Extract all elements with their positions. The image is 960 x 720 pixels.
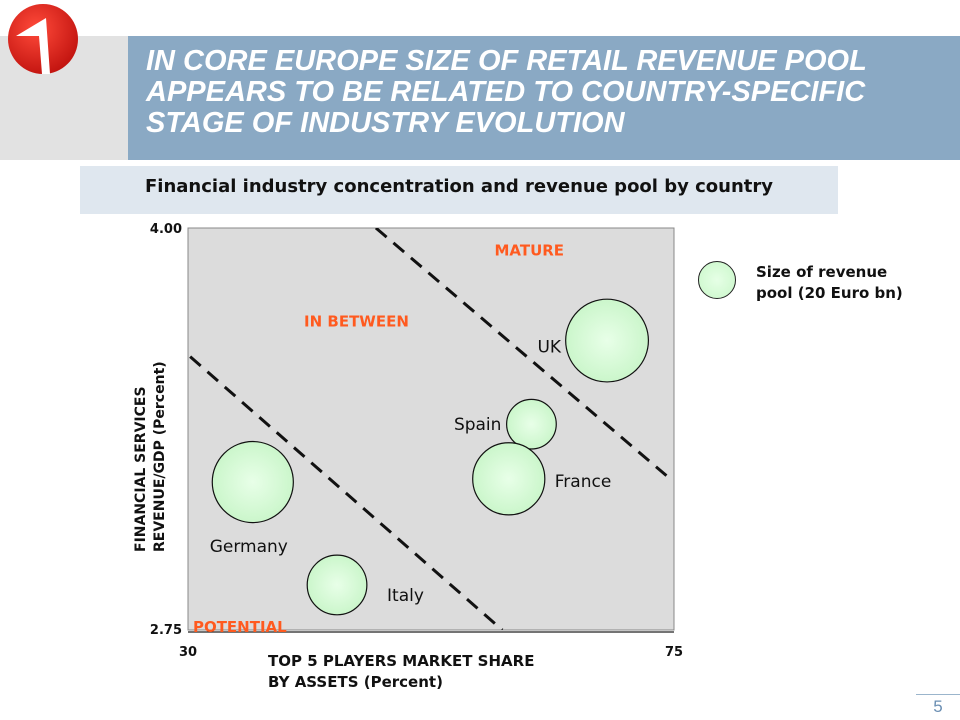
legend-line: Size of revenue xyxy=(756,263,888,281)
page-title-line: STAGE OF INDUSTRY EVOLUTION xyxy=(146,107,625,139)
page-title: IN CORE EUROPE SIZE OF RETAIL REVENUE PO… xyxy=(146,46,946,139)
region-label-mature: MATURE xyxy=(494,242,564,260)
legend-text: Size of revenue pool (20 Euro bn) xyxy=(756,262,956,304)
country-label-spain: Spain xyxy=(454,415,502,435)
page-number: 5 xyxy=(916,694,960,717)
y-tick-label: 2.75 xyxy=(150,623,182,638)
x-tick-label: 75 xyxy=(665,645,683,660)
title-band xyxy=(128,36,960,160)
y-axis-label-line: REVENUE/GDP (Percent) xyxy=(152,361,168,552)
chart-subtitle: Financial industry concentration and rev… xyxy=(145,176,773,197)
plot-area xyxy=(187,227,675,631)
logo-icon xyxy=(8,4,78,74)
x-tick-label: 30 xyxy=(179,645,197,660)
x-axis-label: TOP 5 PLAYERS MARKET SHARE BY ASSETS (Pe… xyxy=(268,651,608,693)
country-label-france: France xyxy=(555,472,612,492)
country-label-uk: UK xyxy=(537,338,561,358)
stage-boundary-line xyxy=(374,228,668,477)
country-label-italy: Italy xyxy=(387,586,424,606)
y-tick-label: 4.00 xyxy=(150,222,182,237)
stage-boundary-line xyxy=(189,355,504,630)
subtitle-band xyxy=(80,166,838,214)
bubble-germany xyxy=(211,440,294,524)
bubble-italy xyxy=(306,554,368,616)
region-label-potential: POTENTIAL xyxy=(193,618,287,636)
country-label-germany: Germany xyxy=(210,537,288,557)
bubble-spain xyxy=(506,398,557,450)
bubble-uk xyxy=(565,298,650,383)
page-title-line: APPEARS TO BE RELATED TO COUNTRY-SPECIFI… xyxy=(146,76,866,108)
x-axis-label-line: TOP 5 PLAYERS MARKET SHARE xyxy=(268,652,535,670)
company-logo xyxy=(6,2,80,76)
page-title-line: IN CORE EUROPE SIZE OF RETAIL REVENUE PO… xyxy=(146,45,867,77)
legend-line: pool (20 Euro bn) xyxy=(756,284,903,302)
legend-bubble xyxy=(698,261,736,299)
y-axis-label: FINANCIAL SERVICES REVENUE/GDP (Percent) xyxy=(132,361,170,552)
x-axis-label-line: BY ASSETS (Percent) xyxy=(268,673,443,691)
y-axis-label-line: FINANCIAL SERVICES xyxy=(133,386,149,552)
region-label-in-between: IN BETWEEN xyxy=(304,312,409,330)
bubble-france xyxy=(472,442,546,516)
